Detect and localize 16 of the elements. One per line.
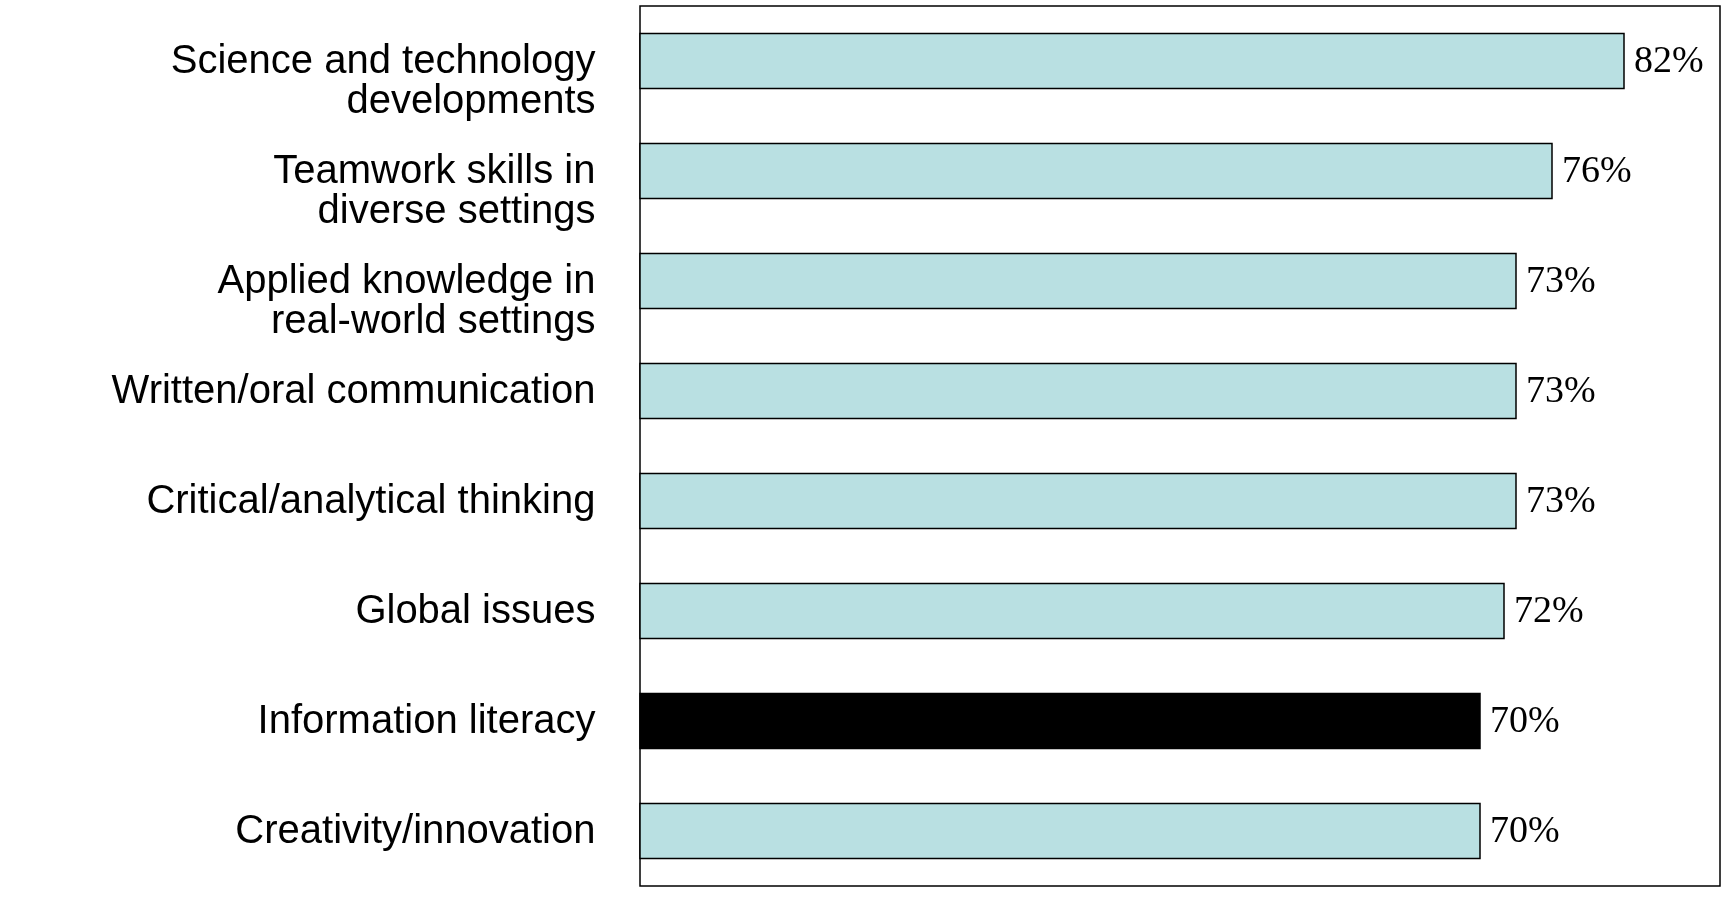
data-label: 73% <box>1526 478 1596 520</box>
data-label: 70% <box>1490 698 1560 740</box>
y-tick-label: Teamwork skills in diverse settings <box>273 147 596 231</box>
y-tick-label: Written/oral communication <box>111 367 596 411</box>
data-label: 73% <box>1526 258 1596 300</box>
y-tick-label: Global issues <box>355 587 596 631</box>
y-tick-label: Applied knowledge in real-world settings <box>217 257 596 341</box>
y-tick-label: Creativity/innovation <box>235 807 596 851</box>
y-tick-label: Critical/analytical thinking <box>146 477 596 521</box>
y-tick-label: Science and technology developments <box>170 37 596 121</box>
data-label: 73% <box>1526 368 1596 410</box>
data-label: 82% <box>1634 38 1704 80</box>
y-tick-label: Information literacy <box>257 697 596 741</box>
data-label: 72% <box>1514 588 1584 630</box>
data-label: 76% <box>1562 148 1632 190</box>
data-label: 70% <box>1490 808 1560 850</box>
